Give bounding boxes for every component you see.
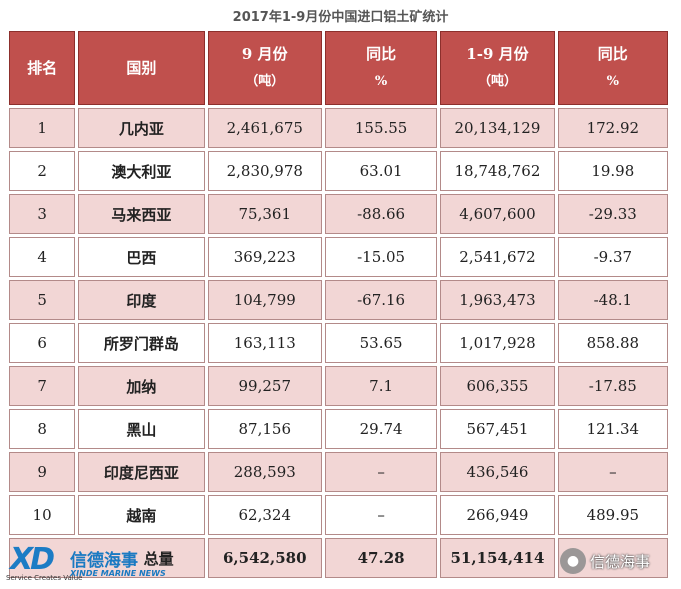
logo-brand-cn: 信德海事 bbox=[70, 551, 138, 571]
cell-ytd-yoy: 858.88 bbox=[557, 323, 668, 363]
cell-country: 马来西亚 bbox=[78, 194, 205, 234]
page-title: 2017年1-9月份中国进口铝土矿统计 bbox=[232, 10, 449, 25]
cell-sep: 2,830,978 bbox=[207, 151, 322, 191]
cell-sep-yoy: -88.66 bbox=[324, 194, 438, 234]
cell-ytd: 266,949 bbox=[440, 495, 555, 535]
cell-rank: 6 bbox=[9, 323, 76, 363]
logo-tagline: Service Creates Value bbox=[6, 574, 83, 582]
cell-sep: 2,461,675 bbox=[207, 108, 322, 148]
table-row: 10 越南 62,324–266,949 489.95 bbox=[9, 495, 668, 535]
header-ytd: 1-9 月份 （吨） bbox=[440, 31, 555, 105]
cell-sep-yoy: -67.16 bbox=[324, 280, 438, 320]
cell-rank: 3 bbox=[9, 194, 76, 234]
logo-brand-en: XINDE MARINE NEWS bbox=[70, 569, 166, 578]
cell-country: 加纳 bbox=[78, 366, 205, 406]
cell-ytd-yoy: 172.92 bbox=[557, 108, 668, 148]
table-row: 7 加纳 99,257 7.1 606,355 -17.85 bbox=[9, 366, 668, 406]
cell-rank: 8 bbox=[9, 409, 76, 449]
header-sep-yoy: 同比% bbox=[324, 31, 438, 105]
cell-ytd: 18,748,762 bbox=[440, 151, 555, 191]
cell-sep: 369,223 bbox=[207, 237, 322, 277]
cell-country: 几内亚 bbox=[78, 108, 205, 148]
cell-ytd-yoy: -9.37 bbox=[557, 237, 668, 277]
table-row: 6 所罗门群岛 163,113 53.65 1,017,928 858.88 bbox=[9, 323, 668, 363]
cell-ytd: 1,017,928 bbox=[440, 323, 555, 363]
cell-sep-yoy: – bbox=[324, 495, 438, 535]
cell-rank: 9 bbox=[9, 452, 76, 492]
xinde-logo: XD Service Creates Value 信德海事 XINDE MARI… bbox=[6, 540, 196, 584]
cell-sep-yoy: 7.1 bbox=[324, 366, 438, 406]
header-ytd-yoy: 同比% bbox=[557, 31, 668, 105]
wechat-account-name: 信德海事 bbox=[590, 552, 651, 571]
cell-rank: 1 bbox=[9, 108, 76, 148]
cell-country: 印度尼西亚 bbox=[78, 452, 205, 492]
cell-sep: 87,156 bbox=[207, 409, 322, 449]
cell-sep: 99,257 bbox=[207, 366, 322, 406]
table-row: 9 印度尼西亚 288,593–436,546– bbox=[9, 452, 668, 492]
cell-rank: 10 bbox=[9, 495, 76, 535]
cell-total-sep-yoy: 47.28 bbox=[324, 538, 438, 578]
cell-ytd-yoy: -17.85 bbox=[557, 366, 668, 406]
cell-sep-yoy: -15.05 bbox=[324, 237, 438, 277]
cell-total-ytd: 51,154,414 bbox=[440, 538, 555, 578]
table-row: 5 印度 104,799 -67.16 1,963,473 -48.1 bbox=[9, 280, 668, 320]
cell-ytd-yoy: 121.34 bbox=[557, 409, 668, 449]
cell-country: 越南 bbox=[78, 495, 205, 535]
cell-ytd: 20,134,129 bbox=[440, 108, 555, 148]
cell-sep-yoy: 63.01 bbox=[324, 151, 438, 191]
cell-sep: 163,113 bbox=[207, 323, 322, 363]
cell-ytd: 2,541,672 bbox=[440, 237, 555, 277]
table-row: 8 黑山 87,156 29.74 567,451 121.34 bbox=[9, 409, 668, 449]
wechat-watermark: ● 信德海事 bbox=[560, 546, 650, 576]
table-row: 3 马来西亚 75,361 -88.66 4,607,600 -29.33 bbox=[9, 194, 668, 234]
cell-sep: 104,799 bbox=[207, 280, 322, 320]
cell-ytd: 1,963,473 bbox=[440, 280, 555, 320]
cell-sep: 288,593 bbox=[207, 452, 322, 492]
cell-ytd: 606,355 bbox=[440, 366, 555, 406]
cell-country: 巴西 bbox=[78, 237, 205, 277]
cell-country: 印度 bbox=[78, 280, 205, 320]
cell-rank: 4 bbox=[9, 237, 76, 277]
cell-country: 澳大利亚 bbox=[78, 151, 205, 191]
cell-sep-yoy: 155.55 bbox=[324, 108, 438, 148]
cell-total-sep: 6,542,580 bbox=[207, 538, 322, 578]
cell-sep-yoy: 53.65 bbox=[324, 323, 438, 363]
cell-sep-yoy: 29.74 bbox=[324, 409, 438, 449]
cell-ytd-yoy: 489.95 bbox=[557, 495, 668, 535]
cell-ytd-yoy: 19.98 bbox=[557, 151, 668, 191]
table-row: 1 几内亚 2,461,675 155.55 20,134,129 172.92 bbox=[9, 108, 668, 148]
header-rank: 排名 bbox=[9, 31, 76, 105]
cell-sep: 62,324 bbox=[207, 495, 322, 535]
cell-ytd-yoy: -48.1 bbox=[557, 280, 668, 320]
cell-ytd: 436,546 bbox=[440, 452, 555, 492]
cell-rank: 5 bbox=[9, 280, 76, 320]
cell-ytd-yoy: – bbox=[557, 452, 668, 492]
table-row: 2 澳大利亚 2,830,978 63.01 18,748,762 19.98 bbox=[9, 151, 668, 191]
header-country: 国别 bbox=[78, 31, 205, 105]
cell-rank: 7 bbox=[9, 366, 76, 406]
header-row: 排名 国别 9 月份 （吨） 同比% 1-9 月份 （吨） 同比% bbox=[9, 31, 668, 105]
cell-sep-yoy: – bbox=[324, 452, 438, 492]
cell-country: 黑山 bbox=[78, 409, 205, 449]
cell-total-label: 总量 bbox=[9, 538, 205, 578]
cell-ytd: 567,451 bbox=[440, 409, 555, 449]
table-row: 4 巴西 369,223 -15.05 2,541,672 -9.37 bbox=[9, 237, 668, 277]
cell-sep: 75,361 bbox=[207, 194, 322, 234]
bauxite-import-table: 排名 国别 9 月份 （吨） 同比% 1-9 月份 （吨） 同比% 1 几内亚 2,46… bbox=[6, 28, 671, 581]
wechat-icon: ● bbox=[560, 548, 586, 574]
cell-rank: 2 bbox=[9, 151, 76, 191]
cell-ytd: 4,607,600 bbox=[440, 194, 555, 234]
logo-mark: XD bbox=[10, 542, 55, 577]
header-sep: 9 月份 （吨） bbox=[207, 31, 322, 105]
cell-country: 所罗门群岛 bbox=[78, 323, 205, 363]
cell-ytd-yoy: -29.33 bbox=[557, 194, 668, 234]
